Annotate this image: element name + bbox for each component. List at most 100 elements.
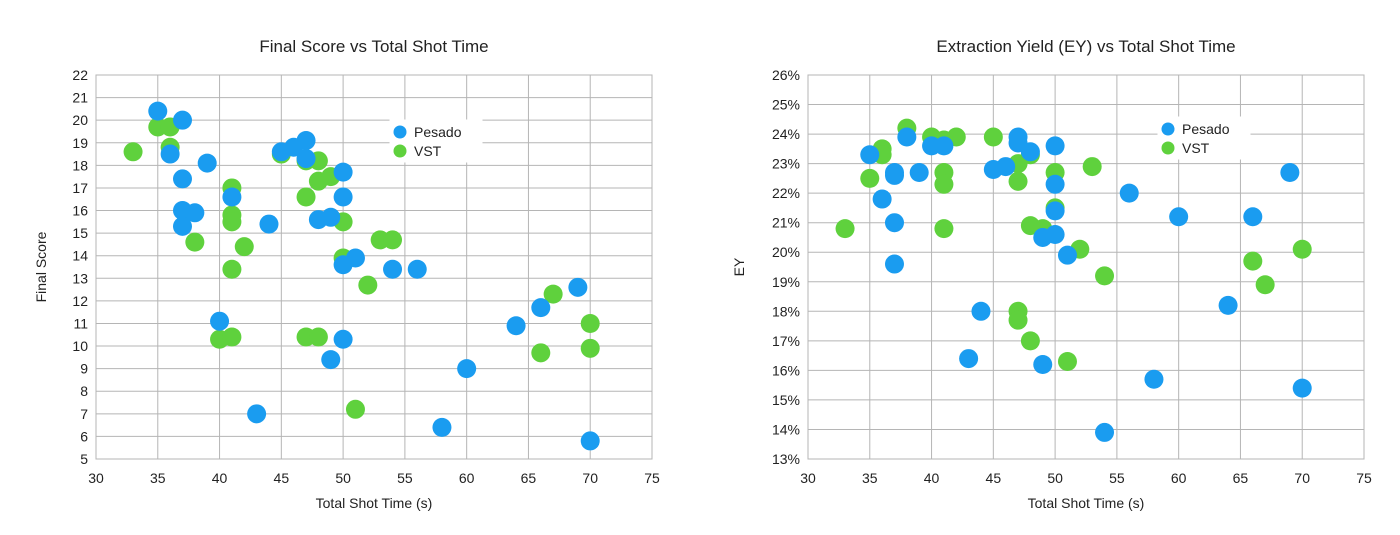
final-score-chart: Final Score vs Total Shot Time Total Sho…	[33, 37, 660, 511]
legend-label: VST	[414, 143, 442, 159]
y-tick-label: 22%	[772, 185, 800, 201]
y-tick-label: 7	[80, 406, 88, 422]
x-tick-label: 55	[1109, 470, 1125, 486]
point-pesado	[996, 157, 1016, 177]
x-tick-label: 60	[459, 470, 475, 486]
point-vst	[1243, 251, 1263, 271]
y-tick-label: 17	[72, 180, 88, 196]
point-vst	[296, 187, 316, 207]
point-pesado	[1292, 378, 1312, 398]
y-tick-label: 6	[80, 428, 88, 444]
legend-marker	[1161, 122, 1175, 136]
point-vst	[1082, 157, 1102, 177]
chart-title: Extraction Yield (EY) vs Total Shot Time	[936, 37, 1235, 56]
point-pesado	[580, 431, 600, 451]
point-vst	[308, 327, 328, 347]
legend: Pesado VST	[1157, 116, 1251, 160]
y-tick-label: 24%	[772, 126, 800, 142]
x-axis-label: Total Shot Time (s)	[1028, 495, 1145, 511]
point-pesado	[247, 404, 267, 424]
point-pesado	[1119, 183, 1139, 203]
y-tick-label: 26%	[772, 67, 800, 83]
point-pesado	[884, 254, 904, 274]
y-tick-label: 8	[80, 383, 88, 399]
point-vst	[358, 275, 378, 295]
x-tick-label: 70	[582, 470, 598, 486]
point-pesado	[1218, 295, 1238, 315]
point-vst	[934, 174, 954, 194]
y-tick-label: 15%	[772, 392, 800, 408]
x-tick-label: 75	[644, 470, 660, 486]
y-tick-label: 18	[72, 157, 88, 173]
point-pesado	[1045, 201, 1065, 221]
series-pesado	[148, 101, 600, 451]
x-tick-label: 70	[1294, 470, 1310, 486]
y-tick-label: 5	[80, 451, 88, 467]
point-pesado	[568, 277, 588, 297]
point-pesado	[432, 417, 452, 437]
x-tick-label: 65	[521, 470, 537, 486]
point-pesado	[971, 301, 991, 321]
x-tick-label: 30	[800, 470, 816, 486]
point-pesado	[1144, 369, 1164, 389]
point-pesado	[909, 162, 929, 182]
y-tick-label: 14	[72, 248, 88, 264]
y-tick-label: 23%	[772, 156, 800, 172]
x-tick-label: 45	[986, 470, 1002, 486]
point-pesado	[185, 203, 205, 223]
x-tick-label: 55	[397, 470, 413, 486]
series-pesado	[860, 127, 1312, 442]
point-pesado	[1020, 142, 1040, 162]
point-vst	[1020, 331, 1040, 351]
point-vst	[531, 343, 551, 363]
point-pesado	[333, 329, 353, 349]
point-pesado	[345, 248, 365, 268]
point-vst	[222, 212, 242, 232]
point-vst	[222, 327, 242, 347]
legend-marker	[393, 144, 407, 158]
y-tick-label: 12	[72, 293, 88, 309]
plot-frame	[807, 74, 1365, 460]
point-pesado	[884, 213, 904, 233]
y-tick-label: 17%	[772, 333, 800, 349]
y-tick-label: 20	[72, 112, 88, 128]
y-axis-label: Final Score	[33, 231, 49, 302]
chart-title: Final Score vs Total Shot Time	[259, 37, 488, 56]
point-pesado	[296, 131, 316, 151]
point-pesado	[457, 359, 477, 379]
point-pesado	[172, 169, 192, 189]
point-pesado	[259, 214, 279, 234]
y-tick-label: 19	[72, 135, 88, 151]
point-pesado	[1280, 162, 1300, 182]
y-tick-label: 18%	[772, 303, 800, 319]
point-pesado	[210, 311, 230, 331]
point-pesado	[1033, 354, 1053, 374]
x-tick-label: 65	[1233, 470, 1249, 486]
x-tick-label: 40	[212, 470, 228, 486]
point-vst	[234, 237, 254, 257]
point-vst	[185, 232, 205, 252]
point-vst	[345, 399, 365, 419]
point-vst	[1292, 239, 1312, 259]
point-pesado	[506, 316, 526, 336]
data-points	[835, 118, 1312, 442]
legend-box	[1157, 116, 1251, 160]
x-tick-label: 40	[924, 470, 940, 486]
plot-frame	[95, 74, 653, 460]
point-pesado	[197, 153, 217, 173]
point-pesado	[383, 259, 403, 279]
x-tick-label: 35	[150, 470, 166, 486]
point-pesado	[872, 189, 892, 209]
x-tick-label: 60	[1171, 470, 1187, 486]
point-pesado	[407, 259, 427, 279]
point-pesado	[1045, 136, 1065, 156]
point-pesado	[222, 187, 242, 207]
point-pesado	[333, 187, 353, 207]
point-vst	[1095, 266, 1115, 286]
point-pesado	[1045, 174, 1065, 194]
point-pesado	[321, 207, 341, 227]
y-tick-label: 9	[80, 361, 88, 377]
x-tick-label: 75	[1356, 470, 1372, 486]
y-tick-label: 22	[72, 67, 88, 83]
